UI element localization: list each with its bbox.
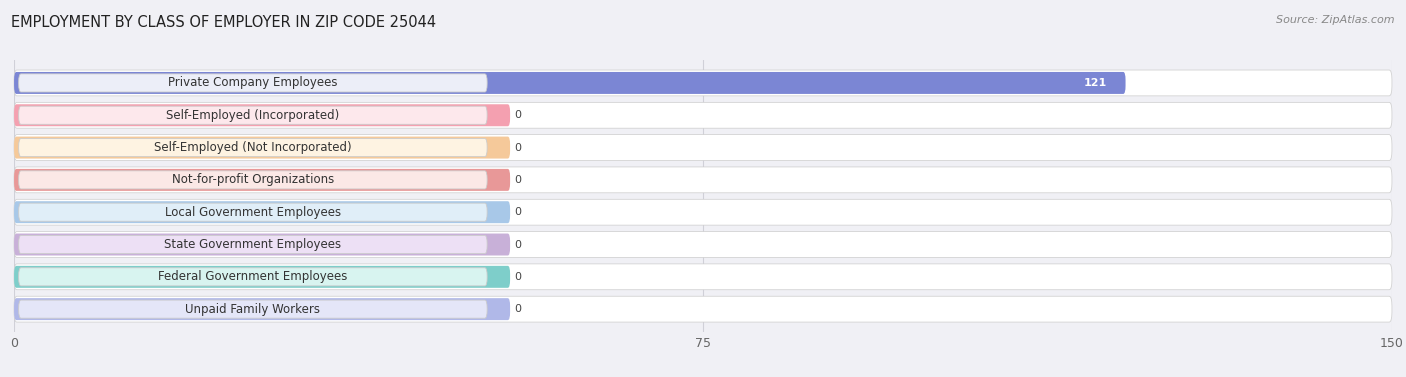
Text: Self-Employed (Incorporated): Self-Employed (Incorporated): [166, 109, 339, 122]
FancyBboxPatch shape: [18, 203, 486, 221]
FancyBboxPatch shape: [14, 298, 510, 320]
Text: Source: ZipAtlas.com: Source: ZipAtlas.com: [1277, 15, 1395, 25]
FancyBboxPatch shape: [14, 231, 1392, 257]
FancyBboxPatch shape: [18, 74, 486, 92]
Text: Private Company Employees: Private Company Employees: [169, 77, 337, 89]
Text: 0: 0: [515, 207, 522, 217]
FancyBboxPatch shape: [14, 233, 510, 256]
FancyBboxPatch shape: [14, 104, 510, 126]
FancyBboxPatch shape: [14, 167, 1392, 193]
FancyBboxPatch shape: [18, 106, 486, 124]
FancyBboxPatch shape: [14, 199, 1392, 225]
Text: 0: 0: [515, 110, 522, 120]
FancyBboxPatch shape: [14, 136, 510, 159]
Text: 0: 0: [515, 272, 522, 282]
FancyBboxPatch shape: [14, 70, 1392, 96]
Text: 0: 0: [515, 239, 522, 250]
FancyBboxPatch shape: [14, 264, 1392, 290]
Text: EMPLOYMENT BY CLASS OF EMPLOYER IN ZIP CODE 25044: EMPLOYMENT BY CLASS OF EMPLOYER IN ZIP C…: [11, 15, 436, 30]
FancyBboxPatch shape: [14, 102, 1392, 128]
Text: 121: 121: [1084, 78, 1107, 88]
FancyBboxPatch shape: [18, 171, 486, 189]
Text: Self-Employed (Not Incorporated): Self-Employed (Not Incorporated): [155, 141, 352, 154]
FancyBboxPatch shape: [14, 201, 510, 223]
FancyBboxPatch shape: [14, 169, 510, 191]
FancyBboxPatch shape: [14, 296, 1392, 322]
FancyBboxPatch shape: [18, 138, 486, 156]
FancyBboxPatch shape: [14, 266, 510, 288]
FancyBboxPatch shape: [18, 268, 486, 286]
Text: 0: 0: [515, 143, 522, 153]
Text: Unpaid Family Workers: Unpaid Family Workers: [186, 303, 321, 316]
FancyBboxPatch shape: [18, 236, 486, 254]
FancyBboxPatch shape: [14, 135, 1392, 161]
Text: 0: 0: [515, 175, 522, 185]
Text: 0: 0: [515, 304, 522, 314]
Text: Federal Government Employees: Federal Government Employees: [159, 270, 347, 284]
Text: State Government Employees: State Government Employees: [165, 238, 342, 251]
Text: Local Government Employees: Local Government Employees: [165, 206, 342, 219]
FancyBboxPatch shape: [18, 300, 486, 318]
Text: Not-for-profit Organizations: Not-for-profit Organizations: [172, 173, 335, 186]
FancyBboxPatch shape: [14, 72, 1126, 94]
